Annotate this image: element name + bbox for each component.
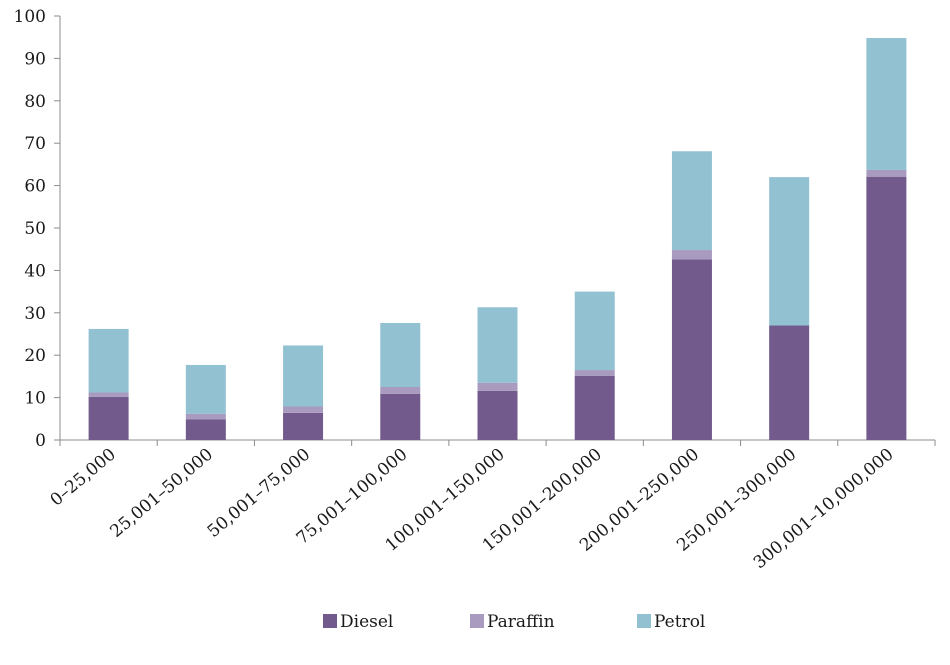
bar-paraffin xyxy=(185,413,226,420)
bar-paraffin xyxy=(671,250,712,260)
bar-diesel xyxy=(866,176,907,441)
bar-petrol xyxy=(380,322,421,387)
bar-petrol xyxy=(185,364,226,414)
legend-swatch-diesel xyxy=(323,614,337,628)
x-tick-labels: 0–25,00025,001–50,00050,001–75,00075,001… xyxy=(47,445,898,574)
x-tick-label: 0–25,000 xyxy=(47,445,120,511)
bar-diesel xyxy=(88,396,129,440)
legend-swatch-petrol xyxy=(637,614,651,628)
bar-diesel xyxy=(380,393,421,440)
bars xyxy=(88,38,907,441)
bar-diesel xyxy=(185,419,226,440)
bar-paraffin xyxy=(380,387,421,394)
y-tick-label: 40 xyxy=(24,261,46,281)
x-tick-label: 25,001–50,000 xyxy=(107,445,218,542)
x-tick-label: 50,001–75,000 xyxy=(204,445,315,542)
bar-paraffin xyxy=(477,382,518,391)
y-tick-label: 90 xyxy=(24,49,46,69)
bar-diesel xyxy=(477,390,518,440)
bar-petrol xyxy=(866,38,907,170)
bar-petrol xyxy=(769,177,810,326)
y-tick-label: 80 xyxy=(24,92,46,112)
y-tick-label: 0 xyxy=(35,431,46,451)
y-tick-label: 60 xyxy=(24,177,46,197)
bar-diesel xyxy=(283,412,324,440)
bar-petrol xyxy=(88,328,129,393)
bar-petrol xyxy=(574,291,615,371)
y-tick-label: 100 xyxy=(14,7,46,27)
legend-label-petrol: Petrol xyxy=(654,612,705,632)
bar-paraffin xyxy=(283,406,324,413)
legend-swatch-paraffin xyxy=(470,614,484,628)
legend-label-paraffin: Paraffin xyxy=(487,612,555,632)
y-tick-label: 30 xyxy=(24,304,46,324)
y-tick-label: 70 xyxy=(24,134,46,154)
bar-petrol xyxy=(477,307,518,383)
y-tick-label: 10 xyxy=(24,389,46,409)
bar-diesel xyxy=(574,375,615,440)
y-tick-label: 20 xyxy=(24,346,46,366)
bar-paraffin xyxy=(574,370,615,376)
y-tick-label: 50 xyxy=(24,219,46,239)
legend: Diesel Paraffin Petrol xyxy=(323,612,705,632)
bar-paraffin xyxy=(866,169,907,177)
bar-petrol xyxy=(671,151,712,251)
y-axis: 0 10 20 30 40 50 60 70 80 90 100 xyxy=(14,7,61,451)
bar-petrol xyxy=(283,345,324,407)
legend-label-diesel: Diesel xyxy=(340,612,393,632)
bar-diesel xyxy=(769,325,810,440)
bar-paraffin xyxy=(88,392,129,397)
bar-diesel xyxy=(671,259,712,440)
x-axis xyxy=(59,439,936,446)
